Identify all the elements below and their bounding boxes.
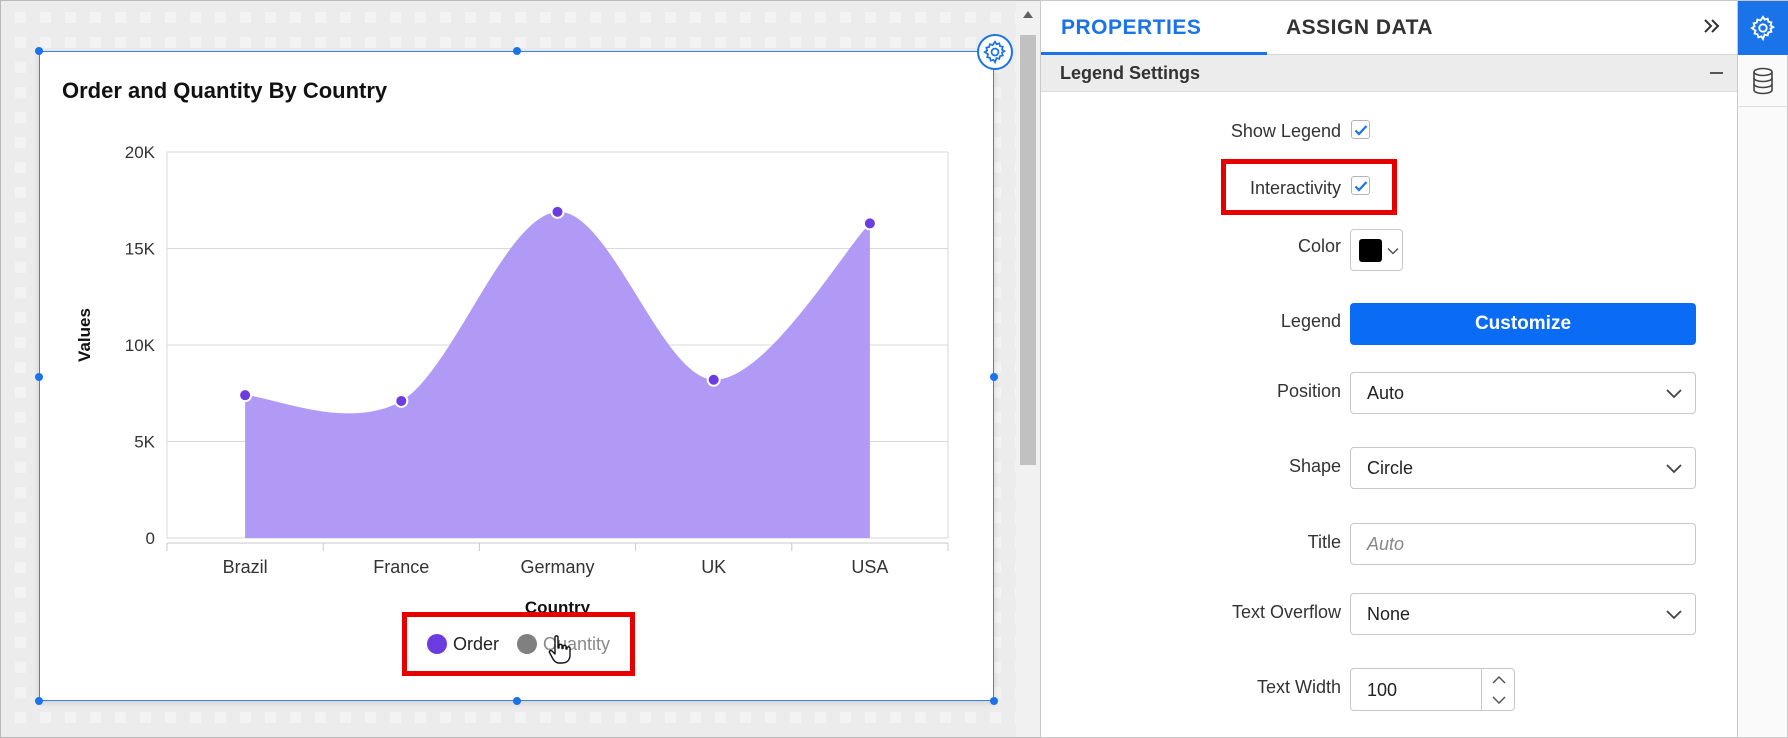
hand-pointer-icon (548, 635, 571, 664)
checkmark-icon (1354, 180, 1367, 192)
customize-button[interactable]: Customize (1350, 303, 1696, 345)
position-dropdown[interactable]: Auto (1350, 372, 1696, 414)
data-point-marker (862, 216, 877, 231)
section-title: Legend Settings (1060, 63, 1201, 83)
interactivity-label: Interactivity (1249, 178, 1341, 198)
tab-properties[interactable]: PROPERTIES (1061, 16, 1202, 39)
y-axis-label: Values (75, 308, 94, 362)
rail-settings-button[interactable] (1738, 1, 1788, 55)
text-overflow-value: None (1367, 604, 1411, 624)
database-icon (1753, 67, 1773, 94)
resize-handle-bottom-right[interactable] (990, 697, 998, 705)
panel-tabs: PROPERTIES ASSIGN DATA (1041, 1, 1737, 55)
title-label: Title (1307, 532, 1341, 552)
text-overflow-dropdown[interactable]: None (1350, 593, 1696, 635)
y-tick-label: 10K (125, 336, 156, 355)
active-tab-indicator (1041, 52, 1267, 55)
legend-title-input[interactable]: Auto (1350, 523, 1696, 565)
shape-label: Shape (1288, 456, 1341, 476)
legend-item-order[interactable]: Order (426, 633, 499, 655)
show-legend-checkbox[interactable] (1351, 120, 1370, 139)
data-point-marker (238, 388, 253, 403)
chevron-down-icon (1387, 247, 1399, 255)
position-value: Auto (1367, 383, 1405, 403)
color-swatch (1359, 239, 1382, 262)
y-tick-label: 5K (134, 433, 155, 452)
resize-handle-top-left[interactable] (35, 47, 43, 55)
x-tick-label: Germany (520, 557, 594, 577)
y-tick-label: 20K (125, 143, 156, 162)
widget-settings-gear-icon[interactable] (977, 34, 1013, 70)
resize-handle-bottom-left[interactable] (35, 697, 43, 705)
gear-icon (1750, 15, 1775, 42)
resize-handle-bottom[interactable] (513, 697, 521, 705)
right-icon-rail (1738, 0, 1788, 738)
color-label: Color (1297, 236, 1341, 256)
x-tick-label: France (373, 557, 429, 577)
data-point-marker (394, 393, 409, 408)
canvas-vertical-scrollbar[interactable] (1016, 0, 1040, 738)
resize-handle-top[interactable] (513, 47, 521, 55)
text-width-stepper[interactable]: 100 (1350, 668, 1515, 711)
double-chevron-right-icon[interactable] (1701, 15, 1723, 37)
legend-label-order: Order (452, 633, 499, 654)
legend-highlight-box: Order Quantity (402, 612, 635, 676)
stepper-divider (1481, 669, 1482, 710)
y-tick-label: 0 (146, 529, 155, 548)
show-legend-label: Show Legend (1230, 121, 1341, 141)
tab-assign-data[interactable]: ASSIGN DATA (1286, 16, 1434, 39)
legend-settings-header[interactable]: Legend Settings (1041, 55, 1737, 92)
data-point-marker (550, 204, 565, 219)
resize-handle-right[interactable] (990, 373, 998, 381)
text-overflow-label: Text Overflow (1231, 602, 1341, 622)
text-width-label: Text Width (1256, 677, 1341, 697)
chevron-down-icon[interactable] (1491, 694, 1507, 706)
design-canvas: Order and Quantity By Country 0 5K 10K 15K 2… (0, 0, 1016, 738)
properties-panel: PROPERTIES ASSIGN DATA Legend Settings S… (1040, 0, 1738, 738)
interactivity-checkbox[interactable] (1351, 176, 1370, 195)
resize-handle-left[interactable] (35, 373, 43, 381)
area-series-order (245, 211, 870, 538)
legend-color-picker[interactable] (1350, 229, 1403, 271)
checkmark-icon (1354, 124, 1367, 136)
legend-marker-order (426, 634, 447, 654)
chevron-down-icon (1666, 464, 1682, 474)
interactivity-highlight-box (1221, 159, 1397, 215)
position-label: Position (1276, 381, 1341, 401)
x-tick-label: USA (851, 557, 888, 577)
x-tick-label: Brazil (223, 557, 268, 577)
shape-dropdown[interactable]: Circle (1350, 447, 1696, 489)
shape-value: Circle (1367, 458, 1414, 478)
scrollbar-thumb[interactable] (1020, 35, 1036, 465)
chevron-down-icon (1666, 610, 1682, 620)
x-tick-label: UK (701, 557, 726, 577)
chevron-up-icon[interactable] (1491, 674, 1507, 686)
chart-title: Order and Quantity By Country (62, 78, 388, 103)
rail-data-button[interactable] (1738, 55, 1788, 107)
y-tick-label: 15K (125, 240, 156, 259)
collapse-minus-icon[interactable] (1710, 72, 1723, 74)
data-point-marker (706, 372, 721, 387)
text-width-value: 100 (1367, 680, 1398, 700)
scroll-up-arrow-icon[interactable] (1023, 11, 1033, 18)
legend-marker-quantity (516, 634, 537, 654)
legend-label: Legend (1280, 311, 1341, 331)
chevron-down-icon (1666, 389, 1682, 399)
chart-widget[interactable]: Order and Quantity By Country 0 5K 10K 15K 2… (35, 47, 998, 705)
